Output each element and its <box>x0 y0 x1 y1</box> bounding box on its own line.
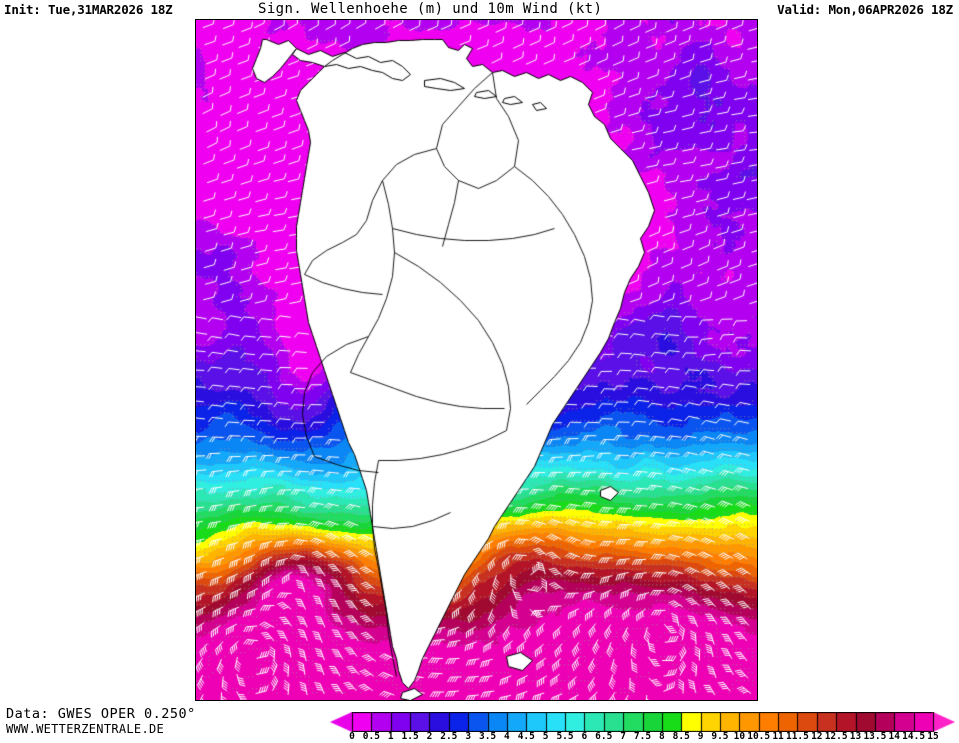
colorbar-tick: 5 <box>542 731 549 742</box>
colorbar-tick: 5.5 <box>556 731 574 742</box>
colorbar-tick: 1.5 <box>401 731 419 742</box>
colorbar-tick: 13.5 <box>863 731 887 742</box>
colorbar-strip <box>330 712 955 732</box>
colorbar-tick: 15 <box>927 731 939 742</box>
data-source-label: Data: GWES OPER 0.250° <box>6 706 196 722</box>
colorbar-tick: 2.5 <box>440 731 458 742</box>
colorbar-tick: 3 <box>465 731 472 742</box>
colorbar-tick: 11.5 <box>785 731 809 742</box>
colorbar-tick: 4 <box>504 731 510 742</box>
colorbar-tick: 10 <box>733 731 746 742</box>
colorbar-tick: 2 <box>426 731 433 742</box>
colorbar-tick: 11 <box>772 731 784 742</box>
colorbar-tick: 7.5 <box>633 731 652 742</box>
colorbar-tick: 0 <box>349 731 355 742</box>
colorbar-tick: 13 <box>849 731 862 742</box>
valid-time-label: Valid: Mon,06APR2026 18Z <box>777 2 953 17</box>
colorbar-tick: 10.5 <box>747 731 771 742</box>
wave-height-wind-map[interactable] <box>196 20 757 700</box>
colorbar-tick: 1 <box>387 731 394 742</box>
colorbar-tick: 8.5 <box>672 731 690 742</box>
site-url-label: WWW.WETTERZENTRALE.DE <box>6 722 165 736</box>
colorbar-legend: 0 0.5 1 1.5 2 2.5 3 3.5 4 4.5 5 5.5 6 6.5 7 7.5 8 8.5 9 9.5… <box>330 712 955 743</box>
colorbar-tick: 12 <box>811 731 823 742</box>
colorbar-tick: 14 <box>888 731 900 742</box>
colorbar-tick: 9.5 <box>711 731 729 742</box>
colorbar-tick: 8 <box>658 731 665 742</box>
colorbar-tick: 14.5 <box>902 731 926 742</box>
colorbar-tick: 6.5 <box>595 731 613 742</box>
colorbar-tick: 7 <box>620 731 626 742</box>
colorbar-tick: 4.5 <box>517 731 535 742</box>
init-time-label: Init: Tue,31MAR2026 18Z <box>4 2 173 17</box>
map-frame[interactable] <box>195 19 758 701</box>
colorbar-tick: 3.5 <box>478 731 497 742</box>
credits-block: Data: GWES OPER 0.250° WWW.WETTERZENTRAL… <box>6 706 306 737</box>
colorbar-tick-labels: 0 0.5 1 1.5 2 2.5 3 3.5 4 4.5 5 5.5 6 6.5 7 7.5 8 8.5 9 9.5… <box>330 731 955 743</box>
colorbar-tick: 6 <box>581 731 588 742</box>
colorbar-tick: 12.5 <box>824 731 848 742</box>
colorbar-tick: 9 <box>697 731 704 742</box>
page-title: Sign. Wellenhoehe (m) und 10m Wind (kt) <box>258 1 603 17</box>
colorbar-tick: 0.5 <box>362 731 380 742</box>
